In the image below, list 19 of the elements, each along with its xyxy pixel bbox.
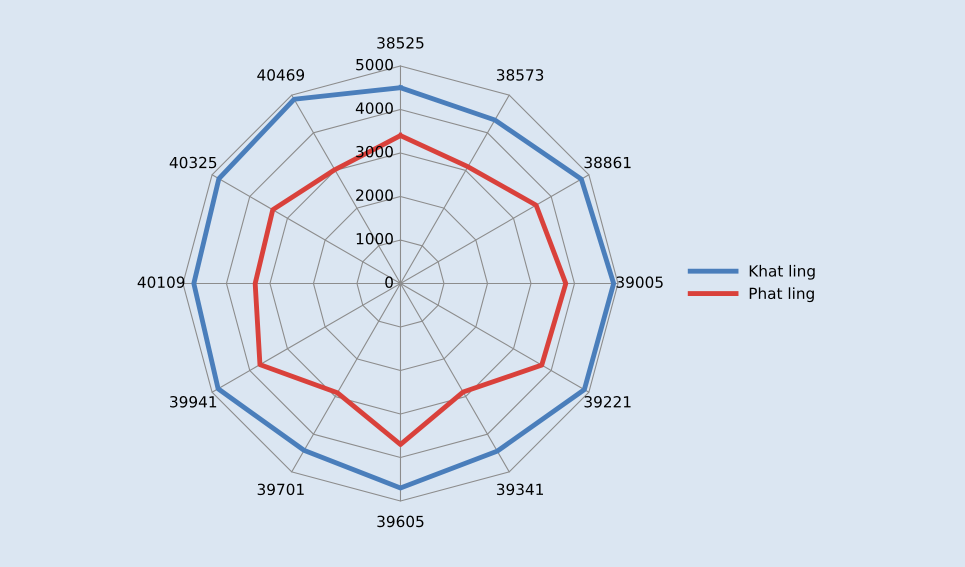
y-tick-label: 2000 (356, 189, 393, 201)
legend-label: Khat ling (750, 264, 815, 280)
spoke-label: 39605 (377, 516, 424, 528)
legend-label: Phat ling (750, 287, 814, 302)
y-tick-label: 1000 (356, 232, 393, 244)
spoke-label: 39941 (170, 396, 216, 408)
spoke-label: 40469 (257, 69, 304, 81)
spoke-label: 38573 (496, 69, 544, 81)
spoke-label: 40325 (170, 156, 216, 168)
spoke-label: 40109 (138, 276, 184, 288)
spoke-label: 39005 (616, 276, 663, 288)
y-tick-label: 0 (385, 276, 393, 288)
spoke-label: 39221 (584, 396, 631, 408)
spoke-label: 39341 (496, 484, 543, 496)
spoke-label: 38525 (377, 37, 424, 49)
spoke-label: 38861 (584, 156, 631, 168)
y-tick-label: 4000 (356, 102, 393, 114)
spoke-label: 39701 (258, 484, 304, 496)
y-tick-label: 5000 (356, 58, 393, 70)
